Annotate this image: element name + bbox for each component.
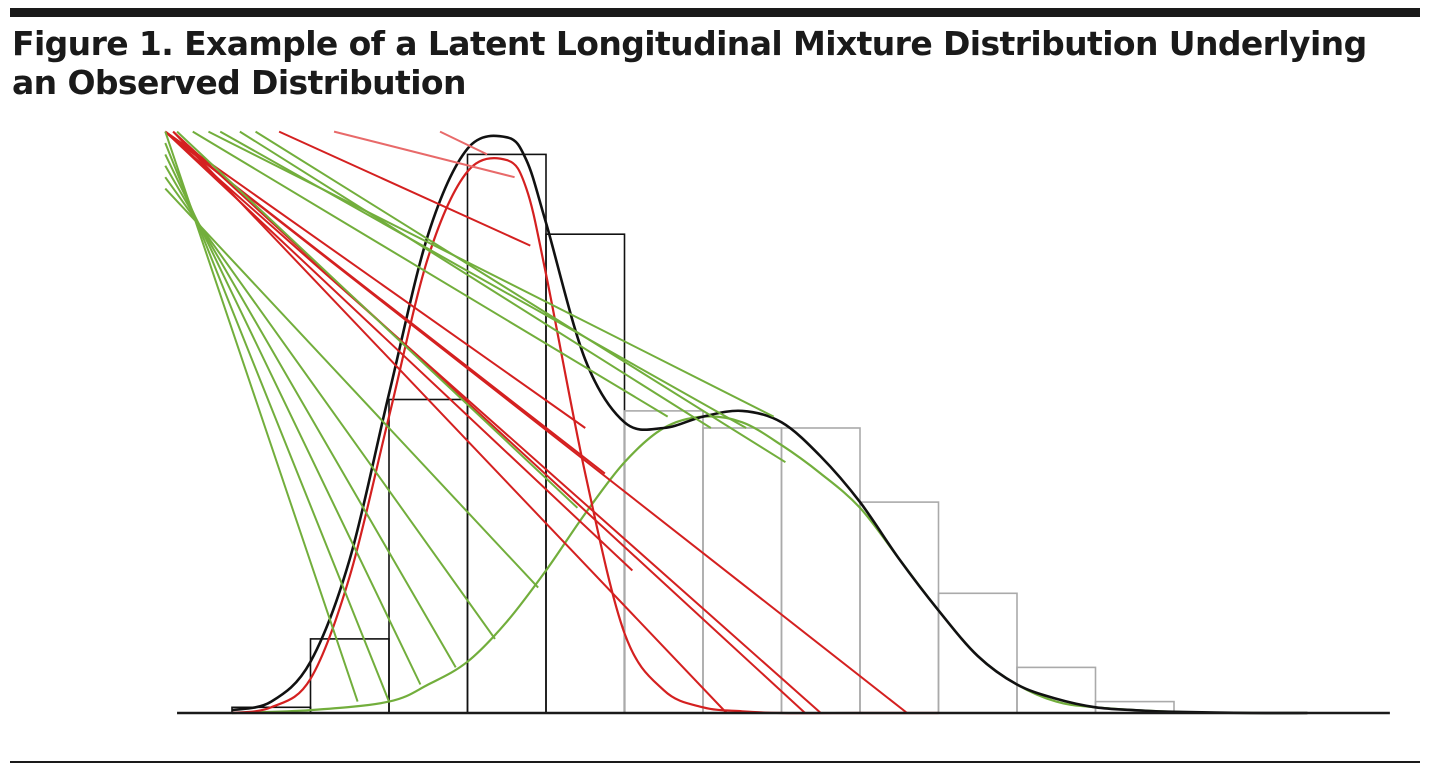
histogram-bar — [859, 501, 940, 714]
projection-line — [164, 142, 390, 702]
projection-line — [164, 165, 457, 668]
projection-line — [172, 130, 806, 714]
projection-line — [333, 130, 515, 179]
top-rule — [10, 8, 1420, 17]
bottom-rule — [10, 761, 1420, 763]
histogram-bar — [623, 410, 704, 714]
density-curves — [231, 134, 1308, 715]
projection-line — [164, 130, 908, 714]
density-curve — [231, 157, 939, 715]
projection-line — [164, 130, 822, 714]
projection-line — [219, 130, 747, 429]
projection-line — [439, 130, 488, 156]
projection-line — [164, 187, 539, 589]
projection-lines — [164, 130, 908, 714]
histogram-bar — [937, 592, 1018, 714]
projection-line — [239, 130, 712, 429]
projection-line — [172, 130, 728, 714]
projection-line — [164, 153, 422, 685]
density-curve — [231, 415, 1308, 715]
projection-line — [192, 130, 669, 418]
density-curve — [231, 134, 1308, 715]
projection-line — [255, 130, 786, 464]
projection-line — [207, 130, 775, 418]
histogram-bar — [780, 427, 861, 714]
projection-line — [164, 176, 496, 640]
histogram-bars — [231, 153, 1175, 714]
projection-line — [164, 131, 359, 702]
projection-line — [176, 130, 579, 509]
figure-title: Figure 1. Example of a Latent Longitudin… — [12, 24, 1367, 102]
histogram-bar — [702, 427, 783, 714]
projection-line — [164, 130, 586, 429]
projection-line — [278, 130, 531, 247]
